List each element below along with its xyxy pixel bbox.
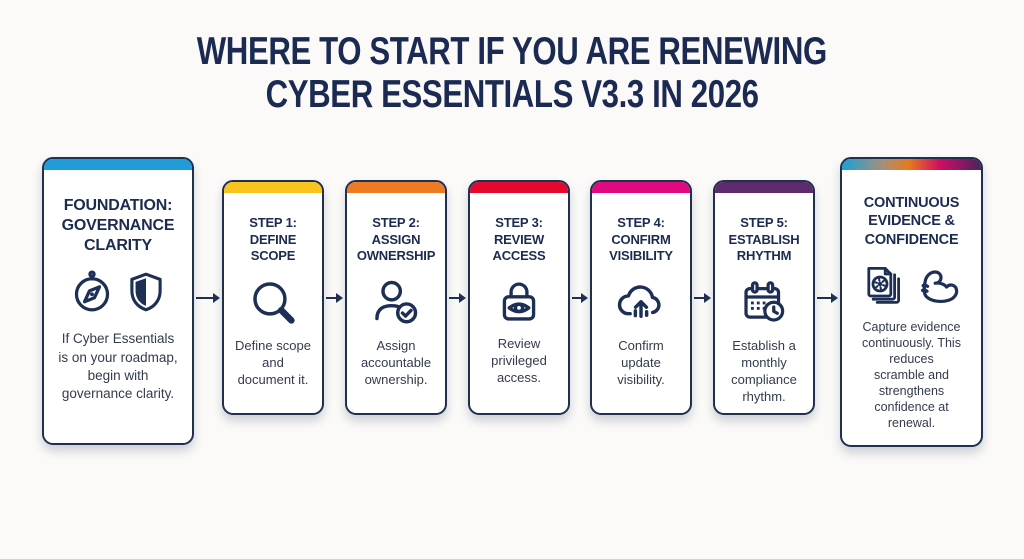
card-icons [715, 276, 813, 328]
page-title: WHERE TO START IF YOU ARE RENEWING CYBER… [0, 30, 1024, 117]
bicep-icon [921, 270, 959, 303]
card-icons [347, 276, 445, 328]
card-heading: FOUNDATION: GOVERNANCE CLARITY [61, 197, 175, 254]
card-body: Establish a monthly compliance rhythm. [731, 337, 797, 404]
card-heading: STEP 3: REVIEW ACCESS [492, 215, 546, 264]
accent-bar [592, 182, 690, 193]
card-foundation: FOUNDATION: GOVERNANCE CLARITY If Cyber … [42, 157, 194, 445]
card-step-1: STEP 1: DEFINE SCOPE Define scope and do… [222, 180, 324, 415]
compass-icon [74, 270, 109, 312]
card-icons [224, 276, 322, 328]
photo-stack-icon [867, 266, 900, 304]
card-heading: STEP 2: ASSIGN OWNERSHIP [356, 215, 436, 264]
card-step-3: STEP 3: REVIEW ACCESS Review privileged … [468, 180, 570, 415]
cloud-upload-icon [617, 285, 661, 318]
flow-arrow [572, 292, 588, 304]
card-heading: CONTINUOUS EVIDENCE & CONFIDENCE [863, 195, 960, 248]
flow-arrow [326, 292, 343, 304]
card-body: If Cyber Essentials is on your roadmap, … [58, 331, 178, 401]
card-body: Review privileged access. [491, 335, 547, 385]
card-heading: STEP 4: CONFIRM VISIBILITY [609, 215, 673, 264]
card-step-5: STEP 5: ESTABLISH RHYTHM Establish a mon… [713, 180, 815, 415]
card-heading: STEP 5: ESTABLISH RHYTHM [728, 215, 800, 264]
title-line-1: WHERE TO START IF YOU ARE RENEWING [196, 30, 828, 73]
accent-bar [347, 182, 445, 193]
card-icons [44, 269, 192, 315]
card-icons [842, 262, 981, 310]
card-icons [470, 276, 568, 326]
flow-arrow [694, 292, 711, 304]
card-step-2: STEP 2: ASSIGN OWNERSHIP Assign accounta… [345, 180, 447, 415]
flow-arrow [449, 292, 466, 304]
calendar-clock-icon [744, 281, 785, 322]
card-heading: STEP 1: DEFINE SCOPE [249, 215, 297, 264]
accent-bar [44, 159, 192, 170]
card-body: Assign accountable ownership. [360, 337, 432, 387]
flow-arrow [196, 292, 220, 304]
card-body: Define scope and document it. [235, 337, 311, 387]
card-continuous-evidence: CONTINUOUS EVIDENCE & CONFIDENCE Capture… [840, 157, 983, 447]
magnifier-icon [253, 282, 295, 324]
accent-bar-gradient [842, 159, 981, 170]
accent-bar [470, 182, 568, 193]
accent-bar [224, 182, 322, 193]
lock-eye-icon [502, 282, 536, 321]
card-step-4: STEP 4: CONFIRM VISIBILITY Confirm updat… [590, 180, 692, 415]
person-check-icon [375, 280, 418, 324]
card-body: Capture evidence continuously. This redu… [862, 319, 961, 430]
title-line-2: CYBER ESSENTIALS V3.3 IN 2026 [265, 72, 759, 116]
flow-arrow [817, 292, 838, 304]
card-icons [592, 276, 690, 328]
accent-bar [715, 182, 813, 193]
card-body: Confirm update visibility. [617, 337, 665, 387]
shield-icon [129, 273, 162, 312]
